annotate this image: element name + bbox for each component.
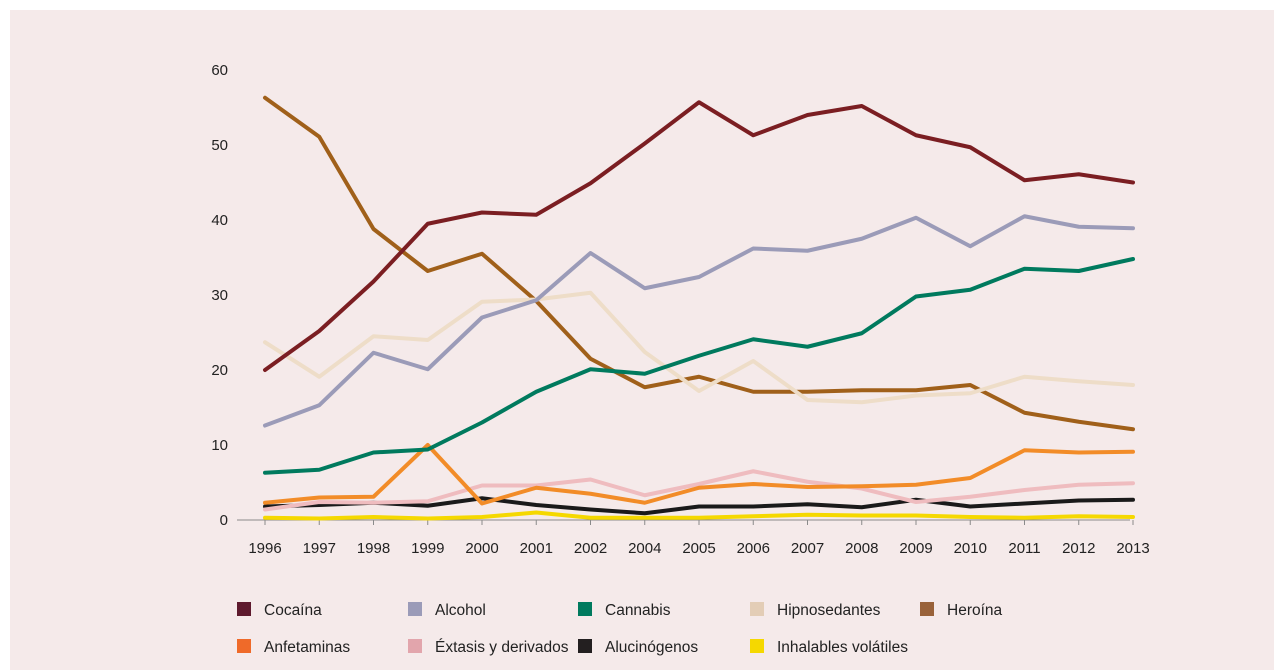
x-tick-label: 2013 <box>1116 540 1149 557</box>
legend-label-3: Hipnosedantes <box>777 602 881 619</box>
axes: 0 10 20 30 40 50 60 1996 1997 1998 1999 2000 2001 200… <box>211 62 1149 557</box>
y-tick-label: 10 <box>211 437 228 454</box>
x-tick-label: 1998 <box>357 540 390 557</box>
y-tick-label: 50 <box>211 137 228 154</box>
legend-label-0: Cocaína <box>264 602 322 619</box>
x-tick-label: 1999 <box>411 540 444 557</box>
x-tick-label: 2005 <box>682 540 715 557</box>
legend-swatch-2 <box>578 602 592 616</box>
legend-swatch-1 <box>408 602 422 616</box>
legend-label-4: Heroína <box>947 602 1003 619</box>
y-tick-label: 0 <box>220 512 228 529</box>
series-line-4 <box>263 95 1135 432</box>
legend-label-2: Cannabis <box>605 602 671 619</box>
x-tick-label: 2007 <box>791 540 824 557</box>
y-tick-label: 30 <box>211 287 228 304</box>
series-line-6 <box>263 469 1135 512</box>
x-tick-label: 2004 <box>628 540 661 557</box>
legend-swatch-8 <box>750 639 764 653</box>
series-line-7 <box>263 496 1135 516</box>
x-tick-label: 2009 <box>899 540 932 557</box>
legend-label-8: Inhalables volátiles <box>777 639 908 656</box>
legend-label-6: Éxtasis y derivados <box>435 639 569 656</box>
x-tick-label: 2011 <box>1008 540 1040 557</box>
x-tick-label: 1997 <box>303 540 336 557</box>
legend-swatch-3 <box>750 602 764 616</box>
x-tick-label: 2002 <box>574 540 607 557</box>
series-line-8 <box>263 510 1135 521</box>
legend: Cocaína Alcohol Cannabis Hipnosedantes Heroí… <box>237 602 1003 656</box>
series-line-3 <box>263 290 1135 405</box>
legend-label-7: Alucinógenos <box>605 639 698 656</box>
legend-swatch-5 <box>237 639 251 653</box>
x-tick-label: 2008 <box>845 540 878 557</box>
series-line-2 <box>263 257 1135 475</box>
x-tick-label: 2000 <box>465 540 498 557</box>
y-tick-label: 40 <box>211 212 228 229</box>
legend-swatch-0 <box>237 602 251 616</box>
x-tick-label: 1996 <box>248 540 281 557</box>
x-tick-label: 2001 <box>520 540 553 557</box>
legend-swatch-6 <box>408 639 422 653</box>
y-tick-label: 20 <box>211 362 228 379</box>
x-tick-label: 2010 <box>954 540 987 557</box>
legend-label-1: Alcohol <box>435 602 486 619</box>
series-lines <box>263 95 1135 521</box>
series-line-1 <box>263 214 1135 428</box>
line-chart: 0 10 20 30 40 50 60 1996 1997 1998 1999 2000 2001 200… <box>211 62 1149 656</box>
legend-swatch-4 <box>920 602 934 616</box>
y-tick-label: 60 <box>211 62 228 79</box>
x-tick-label: 2006 <box>737 540 770 557</box>
legend-label-5: Anfetaminas <box>264 639 350 656</box>
series-line-5 <box>263 443 1135 506</box>
series-line-0 <box>263 100 1135 372</box>
legend-swatch-7 <box>578 639 592 653</box>
x-tick-label: 2012 <box>1062 540 1095 557</box>
chart-panel: 0 10 20 30 40 50 60 1996 1997 1998 1999 2000 2001 200… <box>10 10 1274 670</box>
